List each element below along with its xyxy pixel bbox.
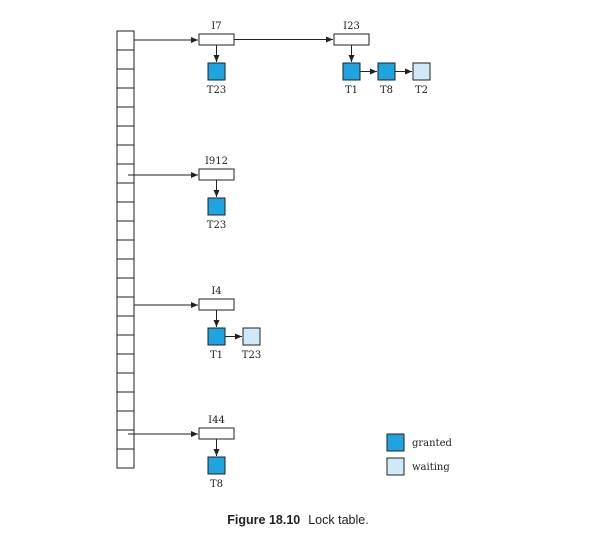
transaction-label: T23 [242, 350, 261, 361]
lock-request-granted [207, 62, 226, 81]
lock-request-granted [207, 197, 226, 216]
lock-request-waiting [412, 62, 431, 81]
connector-lines [128, 36, 412, 456]
legend-waiting-label: waiting [412, 462, 450, 473]
lock-request-waiting [242, 327, 261, 346]
lock-item-i7: I7 T23 [198, 21, 235, 96]
hash-table-column [116, 30, 135, 469]
legend-granted-swatch [386, 433, 405, 452]
item-header-box [198, 298, 235, 311]
lock-nodes: I7 T23 I23 T1 T8 T2 I912 T23 I4 T1 T23 I44 T8 [198, 21, 431, 490]
transaction-label: T2 [415, 85, 428, 96]
transaction-label: T23 [207, 220, 226, 231]
transaction-label: T23 [207, 85, 226, 96]
legend: granted waiting [386, 433, 453, 476]
item-label: I7 [211, 21, 221, 32]
figure-caption: Figure 18.10 Lock table. [0, 513, 596, 527]
item-label: I23 [343, 21, 360, 32]
lock-request-granted [342, 62, 361, 81]
transaction-label: T8 [210, 479, 223, 490]
hash-table-frame [116, 30, 135, 469]
lock-request-granted [207, 456, 226, 475]
lock-item-i4: I4 T1 T23 [198, 286, 261, 361]
lock-item-i23: I23 T1 T8 T2 [333, 21, 431, 96]
figure-number: Figure 18.10 [227, 513, 301, 527]
lock-request-granted [207, 327, 226, 346]
legend-granted-label: granted [412, 438, 453, 449]
item-label: I4 [211, 286, 221, 297]
lock-item-i44: I44 T8 [198, 415, 235, 490]
item-header-box [198, 168, 235, 181]
item-header-box [198, 33, 235, 46]
item-label: I912 [205, 156, 228, 167]
transaction-label: T1 [345, 85, 358, 96]
lock-item-i912: I912 T23 [198, 156, 235, 231]
lock-request-granted [377, 62, 396, 81]
item-label: I44 [208, 415, 225, 426]
transaction-label: T1 [210, 350, 223, 361]
legend-waiting-swatch [386, 457, 405, 476]
figure-title: Lock table. [308, 513, 369, 527]
transaction-label: T8 [380, 85, 393, 96]
item-header-box [333, 33, 370, 46]
item-header-box [198, 427, 235, 440]
